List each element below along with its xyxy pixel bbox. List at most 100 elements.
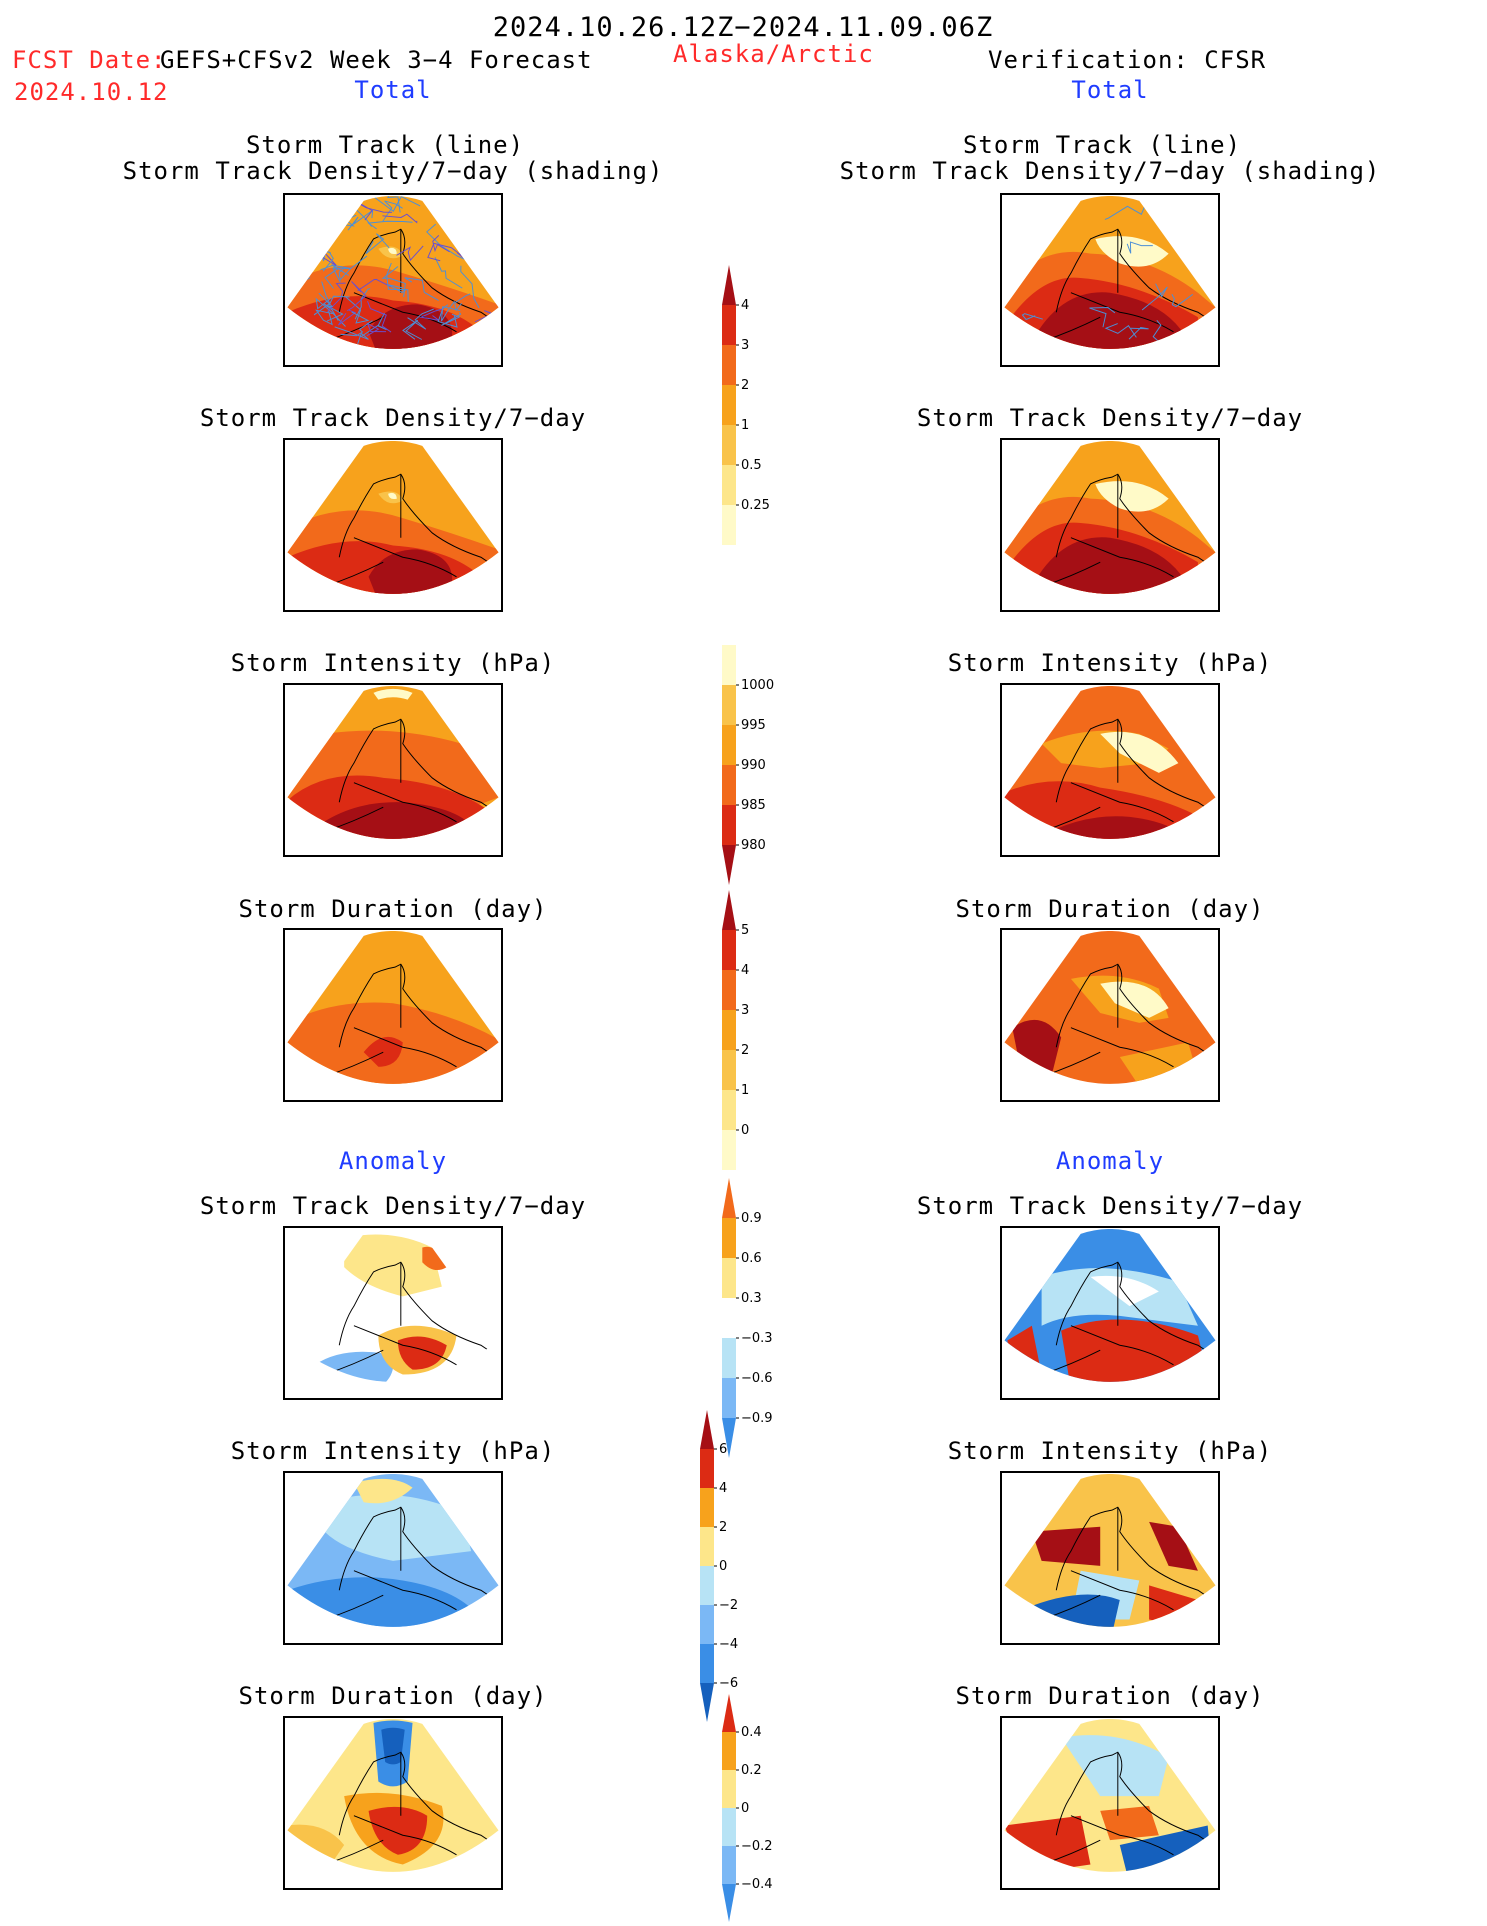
colorbar-segment xyxy=(700,1566,714,1605)
colorbar-label: 2 xyxy=(741,1043,749,1058)
colorbar-segment xyxy=(700,1683,714,1722)
right-anom-duration-title: Storm Duration (day) xyxy=(955,1682,1265,1710)
left-anom-duration-title: Storm Duration (day) xyxy=(238,1682,548,1710)
colorbar-segment xyxy=(722,1884,736,1922)
colorbar-duration-total: 5 4 3 2 1 0 xyxy=(722,890,782,1174)
colorbar-segment xyxy=(700,1527,714,1566)
shade-layer xyxy=(368,1806,428,1855)
map-field xyxy=(1004,440,1216,594)
storm-track xyxy=(382,213,418,224)
colorbar-segment xyxy=(722,1338,736,1378)
storm-track xyxy=(460,203,483,225)
colorbar-segment xyxy=(722,1090,736,1130)
right-section-total: Total xyxy=(1071,76,1149,104)
map-field xyxy=(287,685,499,839)
colorbar-label: 985 xyxy=(741,798,766,813)
storm-track xyxy=(327,282,346,312)
map-verif-track xyxy=(1000,193,1220,367)
colorbar-intensity-total: 1000 995 990 985 980 xyxy=(722,645,782,889)
storm-track xyxy=(345,296,370,324)
map-fcst-intensity xyxy=(283,683,503,857)
shade-layer xyxy=(1031,1526,1101,1566)
shade-layer xyxy=(1031,537,1189,594)
map-verif-density xyxy=(1000,438,1220,612)
shade-layer xyxy=(1100,981,1169,1018)
map-field xyxy=(287,930,499,1084)
colorbar-label: 995 xyxy=(741,718,766,733)
storm-track xyxy=(347,209,374,231)
right-density-title: Storm Track Density/7−day xyxy=(916,404,1304,432)
colorbar-segment xyxy=(722,1846,736,1884)
colorbar-segment xyxy=(700,1605,714,1644)
right-section-anomaly: Anomaly xyxy=(1055,1147,1165,1175)
shade-layer xyxy=(381,1727,405,1765)
colorbar-density-anom: 0.9 0.6 0.3 −0.3 −0.6 −0.9 xyxy=(722,1178,782,1462)
right-duration-title: Storm Duration (day) xyxy=(955,895,1265,923)
shade-layer xyxy=(388,492,397,500)
storm-track xyxy=(318,292,350,307)
colorbar-label: 0.6 xyxy=(741,1251,762,1266)
colorbar-label: 0 xyxy=(741,1123,749,1138)
colorbar-segment xyxy=(722,725,736,765)
colorbar-segment xyxy=(722,970,736,1010)
map-field xyxy=(1004,930,1216,1084)
colorbar-segment xyxy=(722,345,736,385)
map-verif-anom-density xyxy=(1000,1226,1220,1400)
right-intensity-title: Storm Intensity (hPa) xyxy=(947,649,1273,677)
map-fcst-anom-intensity xyxy=(283,1471,503,1645)
map-field xyxy=(1004,1228,1216,1382)
map-fcst-track xyxy=(283,193,503,367)
colorbar-segment xyxy=(722,1050,736,1090)
shade-layer xyxy=(1004,1815,1091,1872)
colorbar-label: 990 xyxy=(741,758,766,773)
right-track-line-title: Storm Track (line) xyxy=(962,131,1242,159)
storm-track xyxy=(460,265,480,309)
shade-layer xyxy=(388,247,397,255)
fcst-date-label: FCST Date: xyxy=(12,46,167,74)
map-verif-duration xyxy=(1000,928,1220,1102)
storm-track xyxy=(365,233,390,255)
right-anom-intensity-title: Storm Intensity (hPa) xyxy=(947,1437,1273,1465)
map-field xyxy=(1004,1473,1216,1627)
colorbar-segment xyxy=(722,1418,736,1458)
colorbar-segment xyxy=(722,1298,736,1338)
storm-track xyxy=(396,245,424,262)
storm-track xyxy=(1089,307,1116,328)
left-track-shading-title: Storm Track Density/7−day (shading) xyxy=(122,157,664,185)
storm-track xyxy=(320,264,352,283)
storm-track xyxy=(1151,195,1192,211)
colorbar-label: −0.4 xyxy=(741,1877,773,1892)
colorbar-label: 980 xyxy=(741,838,766,853)
fcst-model: GEFS+CFSv2 Week 3−4 Forecast xyxy=(160,46,593,74)
storm-track xyxy=(315,297,346,327)
colorbar-label: 0.25 xyxy=(741,498,770,513)
shade-layer xyxy=(1149,1521,1198,1571)
shade-layer xyxy=(1095,481,1169,512)
storm-track xyxy=(434,257,463,289)
colorbar-segment xyxy=(722,305,736,345)
shade-layer xyxy=(353,1478,413,1504)
storm-track xyxy=(407,308,434,330)
colorbar-segment xyxy=(722,805,736,845)
colorbar-segment xyxy=(722,1770,736,1808)
colorbar-label: 3 xyxy=(741,338,749,353)
colorbar-segment xyxy=(722,1732,736,1770)
storm-track xyxy=(324,264,349,289)
colorbar-segment xyxy=(722,765,736,805)
colorbar-label: 0.9 xyxy=(741,1211,762,1226)
colorbar-label: 0.2 xyxy=(741,1763,762,1778)
storm-track xyxy=(360,312,387,338)
period-title: 2024.10.26.12Z−2024.11.09.06Z xyxy=(492,12,994,43)
storm-track xyxy=(419,308,445,321)
colorbar-segment xyxy=(722,265,736,305)
colorbar-label: −0.6 xyxy=(741,1371,773,1386)
colorbar-label: −6 xyxy=(719,1676,738,1691)
storm-track xyxy=(1171,293,1194,308)
storm-track xyxy=(1104,201,1147,220)
shade-layer xyxy=(1100,1805,1159,1841)
storm-track xyxy=(454,293,471,312)
colorbar-segment xyxy=(722,685,736,725)
colorbar-label: −2 xyxy=(719,1598,738,1613)
storm-track xyxy=(387,284,407,294)
colorbar-label: 0 xyxy=(741,1801,749,1816)
